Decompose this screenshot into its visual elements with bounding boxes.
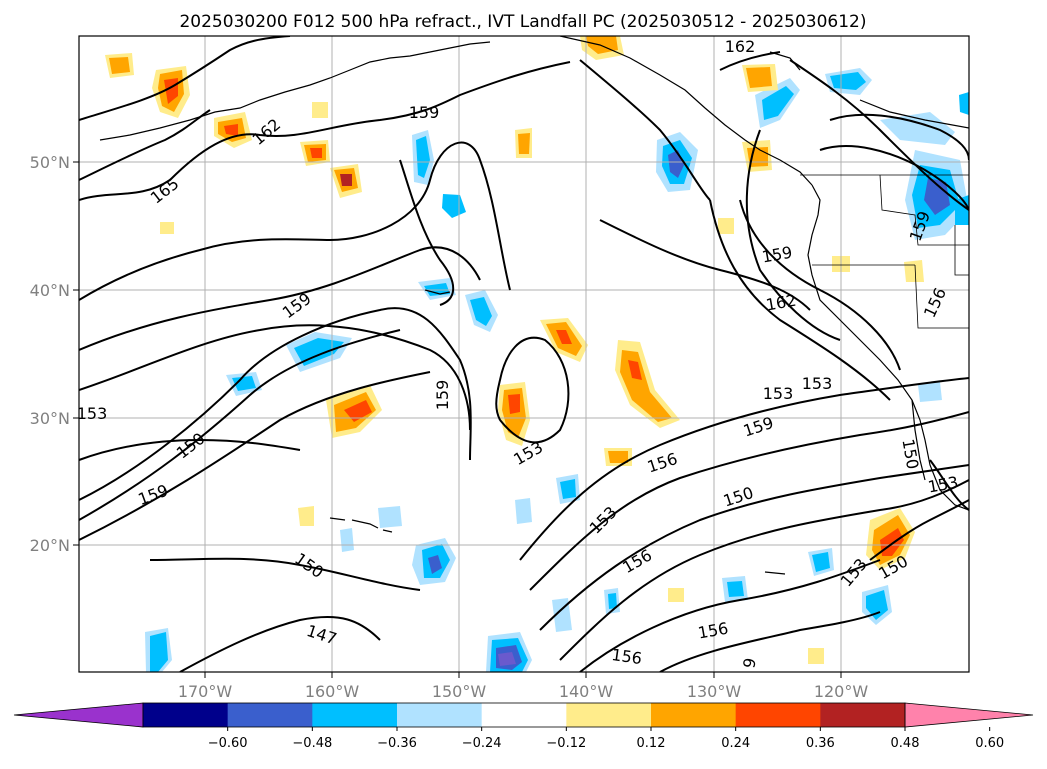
colorbar-tick-label: −0.24	[462, 736, 502, 751]
colorbar-tick-label: 0.48	[891, 736, 920, 751]
pos-blob	[109, 57, 130, 74]
colorbar-tick-label: −0.60	[208, 736, 248, 751]
neg-blob	[608, 593, 617, 609]
latitude-ticks: 50°N 40°N 30°N 20°N	[30, 153, 79, 555]
neg-blob	[416, 136, 430, 178]
pos-blob	[160, 222, 174, 234]
neg-blob	[812, 552, 830, 572]
contour-label: 153	[802, 374, 833, 393]
contour-label: 9	[739, 656, 759, 669]
neg-blob	[232, 376, 256, 391]
neg-blob	[866, 590, 888, 620]
lon-tick-label: 170°W	[178, 682, 233, 701]
colorbar-bin	[735, 703, 821, 727]
contour-label: 159	[409, 103, 440, 122]
neg-blob	[560, 479, 576, 499]
colorbar-bin	[651, 703, 737, 727]
colorbar-bin	[312, 703, 398, 727]
neg-blob	[552, 598, 572, 632]
colorbar-bin	[820, 703, 906, 727]
neg-blob	[515, 498, 532, 524]
pos-blob	[298, 506, 314, 526]
graticule	[79, 36, 969, 672]
lat-tick-label: 30°N	[30, 409, 70, 428]
colorbar-tick-label: −0.36	[377, 736, 417, 751]
neg-blob	[762, 86, 794, 120]
neg-blob	[340, 528, 354, 552]
pos-blob	[668, 588, 684, 602]
pos-blob	[310, 148, 322, 158]
lon-tick-label: 120°W	[814, 682, 869, 701]
colorbar-bin	[481, 703, 567, 727]
pos-blob	[312, 102, 328, 118]
longitude-ticks: 170°W 160°W 150°W 140°W 130°W 120°W	[178, 672, 869, 701]
contour-label: 156	[610, 645, 643, 668]
lat-tick-label: 40°N	[30, 281, 70, 300]
colorbar-bin	[227, 703, 313, 727]
colorbar-tick-label: 0.12	[637, 736, 666, 751]
neg-blob	[428, 555, 442, 574]
pos-blob	[608, 451, 628, 463]
negative-anomaly-shading	[145, 68, 969, 672]
colorbar-bin	[143, 703, 229, 727]
pos-blob	[340, 174, 352, 186]
contour-label: 153	[77, 404, 108, 423]
neg-blob	[150, 632, 168, 672]
pos-blob	[718, 218, 734, 234]
colorbar-bin	[566, 703, 652, 727]
lon-tick-label: 150°W	[432, 682, 487, 701]
contour-label: 162	[725, 37, 756, 56]
colorbar-bin	[397, 703, 483, 727]
colorbar-extend-max	[904, 702, 1034, 728]
lon-tick-label: 140°W	[559, 682, 614, 701]
pos-blob	[808, 648, 824, 664]
colorbar-tick-label: 0.24	[721, 736, 750, 751]
neg-blob	[498, 652, 516, 666]
lon-tick-label: 160°W	[305, 682, 360, 701]
neg-blob	[924, 178, 950, 215]
neg-blob	[727, 581, 744, 597]
figure-title: 2025030200 F012 500 hPa refract., IVT La…	[179, 12, 866, 32]
pos-blob	[344, 400, 372, 422]
lat-tick-label: 50°N	[30, 153, 70, 172]
refractivity-contours	[79, 36, 969, 672]
map-frame	[78, 35, 970, 673]
pos-blob	[224, 124, 238, 136]
colorbar-frame	[142, 702, 906, 728]
pos-blob	[746, 67, 772, 88]
colorbar-extend-min	[13, 702, 144, 728]
neg-blob	[442, 194, 466, 218]
pos-blob	[628, 360, 642, 380]
neg-blob	[959, 92, 969, 115]
political-borders	[800, 174, 969, 329]
pos-blob	[556, 330, 572, 344]
colorbar-tick-label: −0.12	[546, 736, 586, 751]
colorbar-tick-label: −0.48	[292, 736, 332, 751]
colorbar-tick-label: 0.60	[975, 736, 1004, 751]
lat-tick-label: 20°N	[30, 536, 70, 555]
pos-blob	[518, 133, 530, 154]
coastlines	[99, 36, 969, 575]
contour-label: 153	[763, 384, 794, 403]
neg-blob	[378, 506, 402, 528]
pos-blob	[508, 394, 520, 414]
neg-blob	[830, 72, 866, 90]
lon-tick-label: 130°W	[687, 682, 742, 701]
neg-blob	[918, 382, 942, 402]
colorbar-tick-label: 0.36	[806, 736, 835, 751]
map-content	[79, 36, 969, 672]
neg-blob	[880, 112, 955, 145]
neg-blob	[470, 297, 492, 326]
colorbar: −0.60 −0.48 −0.36 −0.24 −0.12 0.12 0.24 0.36 0.4…	[13, 702, 1034, 751]
contour-label: 159	[433, 380, 452, 411]
pos-blob	[904, 260, 924, 282]
